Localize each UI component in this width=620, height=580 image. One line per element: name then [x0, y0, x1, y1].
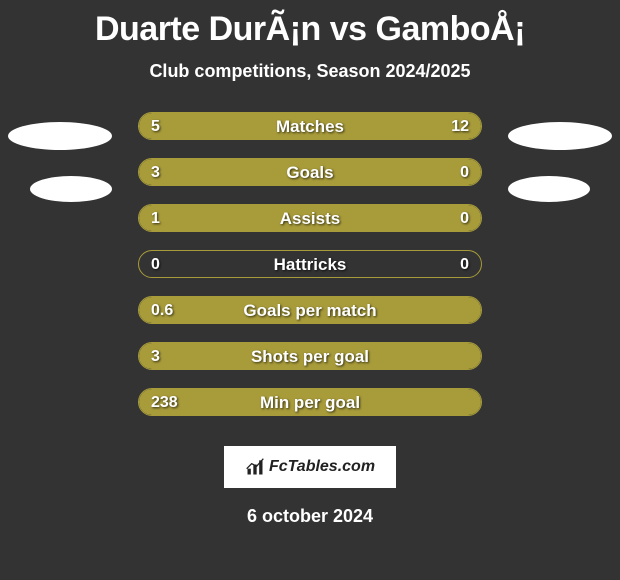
- player2-photo-placeholder-top: [508, 122, 612, 150]
- stat-bar-row: Shots per goal3: [138, 342, 482, 370]
- stat-bars: Matches512Goals30Assists10Hattricks00Goa…: [138, 112, 482, 416]
- stat-value-right: 0: [460, 205, 469, 231]
- stat-label: Min per goal: [139, 389, 481, 415]
- stat-value-left: 0.6: [151, 297, 173, 323]
- chart-icon: [245, 457, 265, 477]
- stat-label: Goals per match: [139, 297, 481, 323]
- stat-label: Matches: [139, 113, 481, 139]
- fctables-logo[interactable]: FcTables.com: [224, 446, 396, 488]
- stat-label: Shots per goal: [139, 343, 481, 369]
- player1-photo-placeholder-bottom: [30, 176, 112, 202]
- stat-value-left: 3: [151, 343, 160, 369]
- stat-bar-row: Matches5 12: [138, 112, 482, 140]
- stat-bar-row: Assists1 0: [138, 204, 482, 232]
- stat-bar-row: Hattricks0 0: [138, 250, 482, 278]
- stat-value-right: 0: [460, 251, 469, 277]
- page-subtitle: Club competitions, Season 2024/2025: [149, 61, 470, 82]
- stat-bar-row: Min per goal238: [138, 388, 482, 416]
- comparison-container: Duarte DurÃ¡n vs GamboÅ¡ Club competitio…: [0, 0, 620, 580]
- player1-photo-placeholder-top: [8, 122, 112, 150]
- player2-photo-placeholder-bottom: [508, 176, 590, 202]
- stat-bar-row: Goals3 0: [138, 158, 482, 186]
- stat-value-left: 5: [151, 113, 160, 139]
- page-title: Duarte DurÃ¡n vs GamboÅ¡: [95, 10, 525, 49]
- stat-label: Hattricks: [139, 251, 481, 277]
- stat-value-right: 0: [460, 159, 469, 185]
- stat-value-right: 12: [451, 113, 469, 139]
- stat-value-left: 0: [151, 251, 160, 277]
- stat-value-left: 238: [151, 389, 178, 415]
- stat-value-left: 3: [151, 159, 160, 185]
- stat-bar-row: Goals per match0.6: [138, 296, 482, 324]
- stat-value-left: 1: [151, 205, 160, 231]
- stat-label: Assists: [139, 205, 481, 231]
- logo-text: FcTables.com: [269, 458, 375, 476]
- stat-label: Goals: [139, 159, 481, 185]
- publish-date: 6 october 2024: [247, 506, 373, 527]
